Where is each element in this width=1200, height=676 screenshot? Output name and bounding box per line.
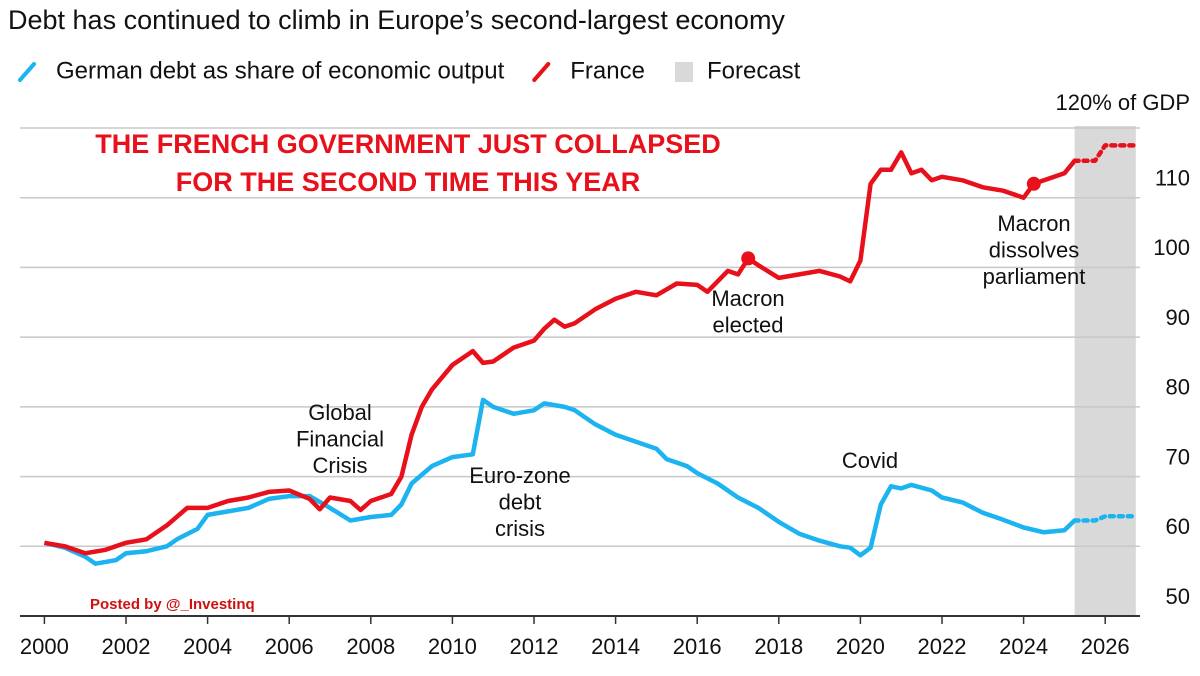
x-tick-label: 2012 bbox=[510, 634, 559, 659]
legend-label: German debt as share of economic output bbox=[56, 57, 505, 84]
legend-swatch bbox=[532, 62, 551, 82]
x-tick-label: 2022 bbox=[918, 634, 967, 659]
x-tick-label: 2010 bbox=[428, 634, 477, 659]
event-marker bbox=[741, 251, 756, 266]
annotation: crisis bbox=[495, 516, 545, 541]
annotation: Macron bbox=[997, 211, 1070, 236]
annotation: elected bbox=[713, 312, 784, 337]
forecast-line bbox=[1072, 143, 1139, 164]
y-tick-label: 90 bbox=[1166, 305, 1190, 330]
series-line bbox=[44, 150, 1077, 556]
series-line bbox=[43, 397, 1077, 566]
y-tick-label: 70 bbox=[1166, 444, 1190, 469]
annotation: debt bbox=[499, 489, 542, 514]
overlay-text: THE FRENCH GOVERNMENT JUST COLLAPSED bbox=[95, 129, 721, 159]
legend-swatch bbox=[674, 62, 693, 82]
x-tick-label: 2020 bbox=[836, 634, 885, 659]
y-tick-label: 120% of GDP bbox=[1055, 90, 1190, 115]
x-tick-label: 2004 bbox=[183, 634, 232, 659]
annotation: dissolves bbox=[989, 237, 1079, 262]
y-tick-label: 50 bbox=[1166, 584, 1190, 609]
annotation: Financial bbox=[296, 426, 384, 451]
annotation: Global bbox=[308, 400, 372, 425]
y-tick-label: 60 bbox=[1166, 514, 1190, 539]
y-tick-label: 80 bbox=[1166, 375, 1190, 400]
forecast-band bbox=[1074, 126, 1136, 616]
x-tick-label: 2016 bbox=[673, 634, 722, 659]
annotation: Crisis bbox=[313, 453, 368, 478]
annotation: Covid bbox=[842, 448, 898, 473]
x-tick-label: 2014 bbox=[591, 634, 640, 659]
chart-title: Debt has continued to climb in Europe’s … bbox=[8, 5, 785, 35]
x-tick-label: 2002 bbox=[102, 634, 151, 659]
x-tick-label: 2008 bbox=[346, 634, 395, 659]
annotation: parliament bbox=[983, 264, 1086, 289]
annotation: Macron bbox=[711, 286, 784, 311]
annotation: Euro-zone bbox=[469, 463, 571, 488]
x-tick-label: 2026 bbox=[1081, 634, 1130, 659]
legend-label: France bbox=[570, 57, 645, 84]
legend-swatch bbox=[18, 62, 36, 82]
x-tick-label: 2018 bbox=[754, 634, 803, 659]
forecast-line bbox=[1072, 514, 1139, 523]
y-tick-label: 100 bbox=[1153, 235, 1190, 260]
event-marker bbox=[1026, 176, 1041, 191]
credit: Posted by @_Investinq bbox=[90, 596, 255, 613]
x-tick-label: 2000 bbox=[20, 634, 69, 659]
x-tick-label: 2024 bbox=[999, 634, 1048, 659]
legend-label: Forecast bbox=[707, 57, 801, 84]
x-tick-label: 2006 bbox=[265, 634, 314, 659]
y-tick-label: 110 bbox=[1155, 166, 1190, 191]
overlay-text: FOR THE SECOND TIME THIS YEAR bbox=[176, 167, 641, 197]
